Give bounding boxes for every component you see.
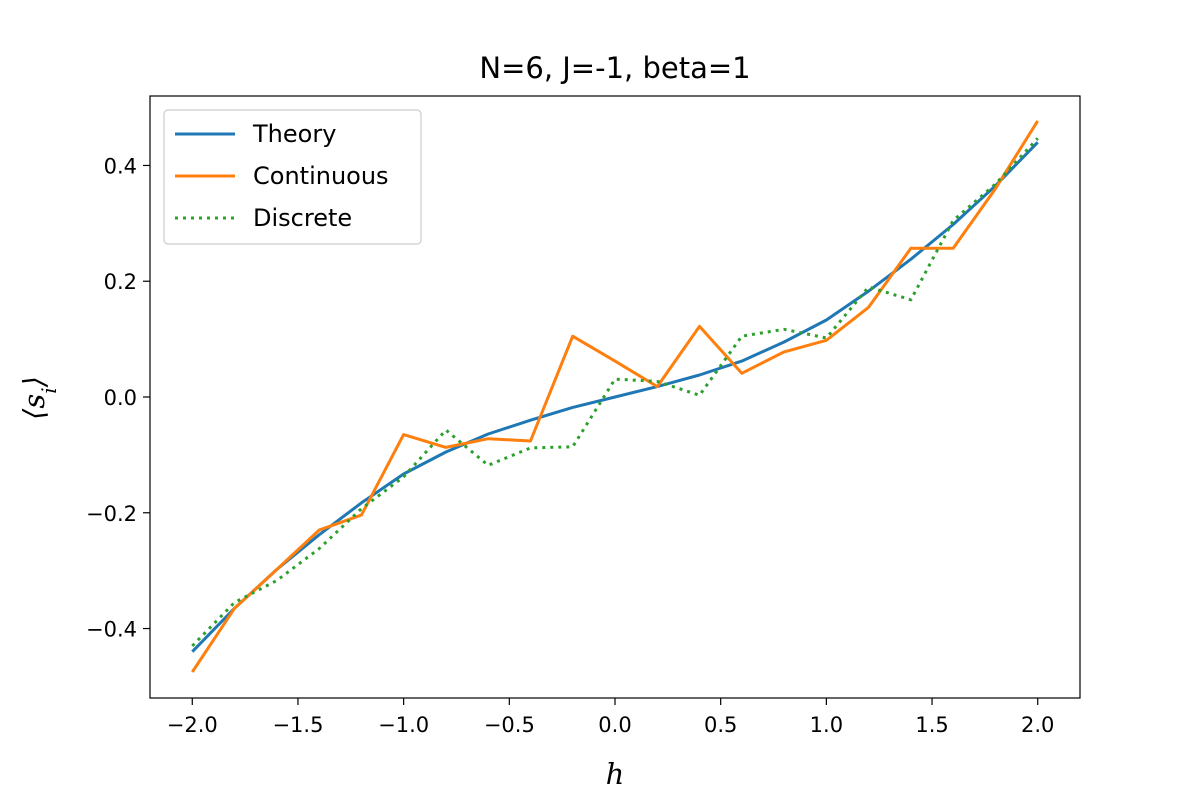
x-tick-label: −1.5 — [272, 713, 323, 737]
y-tick-label: 0.2 — [104, 270, 137, 294]
x-tick-label: −2.0 — [167, 713, 218, 737]
x-tick-label: 1.0 — [810, 713, 843, 737]
x-tick-label: 0.5 — [704, 713, 737, 737]
x-tick-label: −1.0 — [378, 713, 429, 737]
y-tick-label: 0.0 — [104, 386, 137, 410]
y-axis-label-group: ⟨si⟩ — [17, 376, 61, 420]
y-axis: −0.4 −0.2 0.0 0.2 0.4 — [86, 154, 150, 642]
y-axis-label: ⟨si⟩ — [17, 376, 61, 420]
y-tick-label: −0.2 — [86, 502, 137, 526]
y-tick-label: 0.4 — [104, 154, 137, 178]
series-line-continuous — [191, 120, 1039, 673]
legend: Theory Continuous Discrete — [163, 109, 422, 245]
legend-label-theory: Theory — [252, 120, 336, 148]
legend-label-discrete: Discrete — [253, 204, 352, 232]
x-tick-label: −0.5 — [484, 713, 535, 737]
x-axis: −2.0 −1.5 −1.0 −0.5 0.0 0.5 1.0 1.5 2.0 — [167, 698, 1054, 737]
legend-frame — [163, 109, 422, 245]
x-tick-label: 2.0 — [1021, 713, 1054, 737]
series-layer — [191, 120, 1039, 673]
x-axis-label: h — [606, 757, 625, 791]
x-tick-label: 0.0 — [598, 713, 631, 737]
legend-label-continuous: Continuous — [253, 162, 389, 190]
y-tick-label: −0.4 — [86, 618, 137, 642]
x-tick-label: 1.5 — [915, 713, 948, 737]
chart-title: N=6, J=-1, beta=1 — [479, 51, 750, 85]
